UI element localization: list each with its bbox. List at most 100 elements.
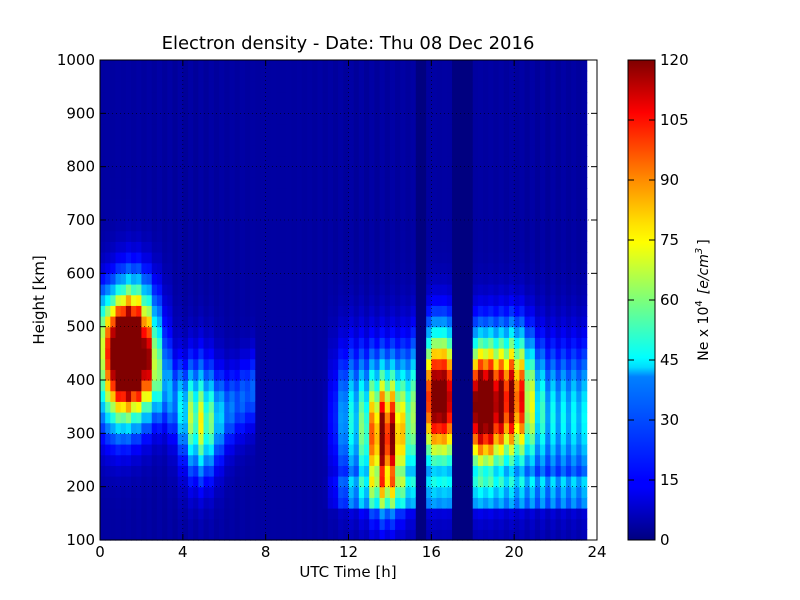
heatmap-cell xyxy=(131,380,137,392)
heatmap-cell xyxy=(457,401,463,413)
heatmap-cell xyxy=(156,412,163,424)
heatmap-cell xyxy=(457,209,463,221)
heatmap-cell xyxy=(250,305,256,317)
heatmap-cell xyxy=(172,358,179,370)
heatmap-cell xyxy=(156,198,163,210)
heatmap-cell xyxy=(301,124,308,136)
heatmap-cell xyxy=(467,241,474,253)
heatmap-cell xyxy=(110,390,117,402)
heatmap-cell xyxy=(457,465,463,477)
heatmap-cell xyxy=(322,145,329,157)
heatmap-cell xyxy=(213,316,220,328)
heatmap-cell xyxy=(483,497,489,509)
heatmap-cell xyxy=(219,348,225,360)
heatmap-cell xyxy=(312,454,319,466)
heatmap-cell xyxy=(208,113,215,125)
heatmap-cell xyxy=(348,326,355,338)
heatmap-cell xyxy=(105,369,111,381)
heatmap-cell xyxy=(265,518,272,530)
heatmap-cell xyxy=(524,134,531,146)
heatmap-cell xyxy=(364,422,370,434)
heatmap-cell xyxy=(146,102,153,114)
heatmap-cell xyxy=(529,294,536,306)
heatmap-cell xyxy=(524,390,531,402)
heatmap-cell xyxy=(581,305,588,317)
heatmap-cell xyxy=(400,113,407,125)
heatmap-cell xyxy=(571,81,577,93)
heatmap-cell xyxy=(545,369,552,381)
heatmap-cell xyxy=(415,326,422,338)
heatmap-cell xyxy=(462,92,469,104)
heatmap-cell xyxy=(343,497,350,509)
heatmap-cell xyxy=(286,529,293,541)
heatmap-cell xyxy=(188,113,194,125)
heatmap-cell xyxy=(343,252,350,264)
heatmap-cell xyxy=(156,220,163,232)
heatmap-cell xyxy=(115,177,122,189)
heatmap-cell xyxy=(343,422,350,434)
heatmap-cell xyxy=(105,326,111,338)
heatmap-cell xyxy=(276,70,282,82)
heatmap-cell xyxy=(276,166,282,178)
heatmap-cell xyxy=(374,60,381,72)
heatmap-cell xyxy=(307,326,313,338)
heatmap-cell xyxy=(457,369,463,381)
heatmap-cell xyxy=(260,241,267,253)
heatmap-cell xyxy=(203,220,210,232)
heatmap-cell xyxy=(338,518,344,530)
heatmap-cell xyxy=(229,476,236,488)
heatmap-cell xyxy=(483,518,489,530)
heatmap-cell xyxy=(534,230,541,242)
heatmap-cell xyxy=(265,252,272,264)
heatmap-cell xyxy=(400,156,407,168)
heatmap-cell xyxy=(353,369,360,381)
heatmap-cell xyxy=(374,358,381,370)
heatmap-cell xyxy=(338,529,344,541)
heatmap-cell xyxy=(550,390,557,402)
heatmap-cell xyxy=(146,518,153,530)
heatmap-cell xyxy=(529,422,536,434)
heatmap-cell xyxy=(353,529,360,541)
heatmap-cell xyxy=(374,92,381,104)
heatmap-cell xyxy=(229,252,236,264)
heatmap-cell xyxy=(524,102,531,114)
heatmap-cell xyxy=(244,422,251,434)
heatmap-cell xyxy=(550,262,557,274)
heatmap-cell xyxy=(472,454,479,466)
heatmap-cell xyxy=(301,156,308,168)
heatmap-cell xyxy=(472,188,479,200)
heatmap-cell xyxy=(193,284,199,296)
heatmap-cell xyxy=(167,284,174,296)
heatmap-cell xyxy=(162,412,168,424)
heatmap-cell xyxy=(369,358,375,370)
heatmap-cell xyxy=(534,444,541,456)
heatmap-cell xyxy=(162,294,168,306)
heatmap-cell xyxy=(172,316,179,328)
heatmap-cell xyxy=(534,92,541,104)
heatmap-cell xyxy=(193,369,199,381)
heatmap-cell xyxy=(581,156,588,168)
heatmap-cell xyxy=(276,145,282,157)
heatmap-cell xyxy=(188,241,194,253)
heatmap-cell xyxy=(343,124,350,136)
heatmap-cell xyxy=(550,273,557,285)
heatmap-cell xyxy=(343,358,350,370)
heatmap-cell xyxy=(301,177,308,189)
heatmap-cell xyxy=(426,390,432,402)
heatmap-cell xyxy=(208,188,215,200)
heatmap-cell xyxy=(167,70,174,82)
heatmap-cell xyxy=(436,273,443,285)
heatmap-cell xyxy=(472,497,479,509)
heatmap-cell xyxy=(332,60,339,72)
heatmap-cell xyxy=(136,316,143,328)
heatmap-cell xyxy=(177,252,184,264)
heatmap-cell xyxy=(291,412,298,424)
heatmap-cell xyxy=(188,252,194,264)
heatmap-cell xyxy=(307,412,313,424)
heatmap-cell xyxy=(172,188,179,200)
heatmap-cell xyxy=(508,444,515,456)
heatmap-cell xyxy=(110,166,117,178)
heatmap-cell xyxy=(276,60,282,72)
heatmap-cell xyxy=(110,70,117,82)
heatmap-cell xyxy=(301,262,308,274)
